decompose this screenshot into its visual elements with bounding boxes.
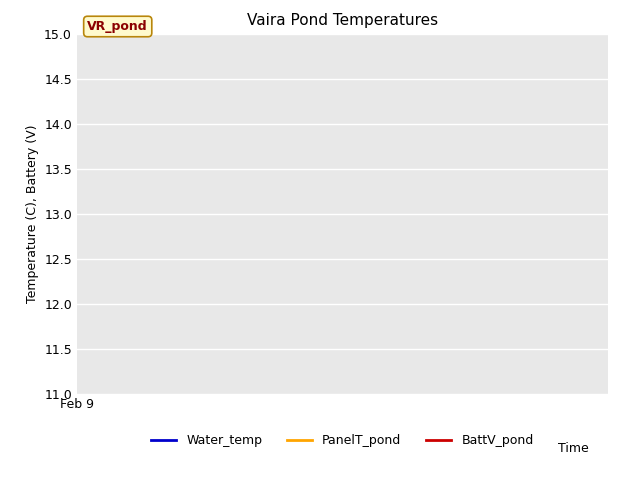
Y-axis label: Temperature (C), Battery (V): Temperature (C), Battery (V) <box>26 124 38 303</box>
Text: Time: Time <box>558 442 589 455</box>
Text: VR_pond: VR_pond <box>88 20 148 33</box>
Title: Vaira Pond Temperatures: Vaira Pond Temperatures <box>247 13 438 28</box>
Legend: Water_temp, PanelT_pond, BattV_pond: Water_temp, PanelT_pond, BattV_pond <box>146 429 539 452</box>
